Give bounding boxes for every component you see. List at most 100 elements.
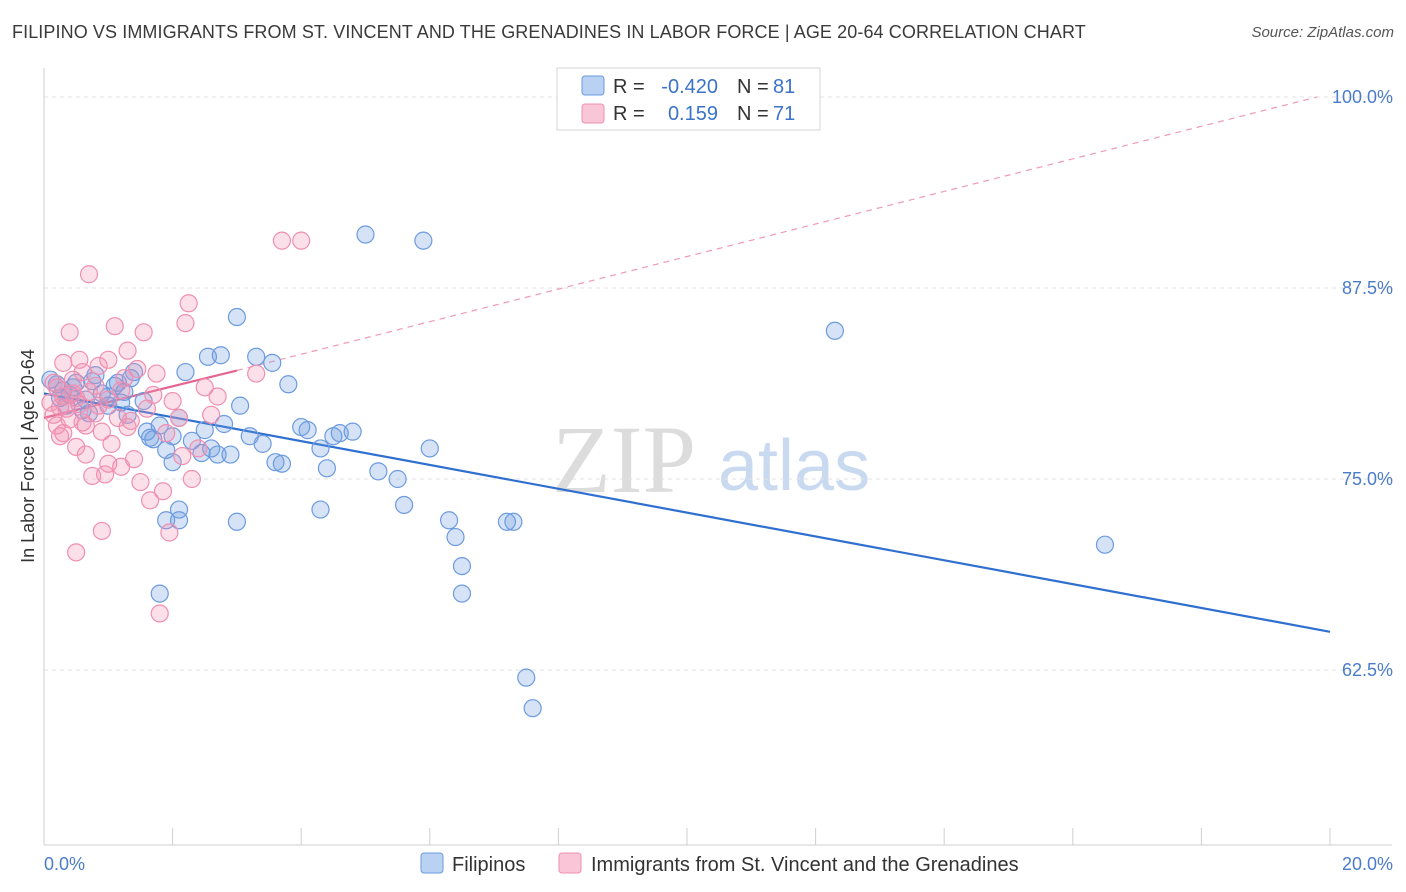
data-point-svg-immigrants [182,469,201,489]
data-point-filipinos [227,307,246,327]
data-point-filipinos [227,512,246,531]
data-point-svg-immigrants [79,265,99,284]
data-point-svg-immigrants [63,370,83,389]
data-point-filipinos [247,347,266,366]
data-point-filipinos [517,668,536,687]
data-point-filipinos [311,500,330,519]
gridlines [44,96,1392,671]
watermark-zip: ZIP [552,406,696,513]
data-point-svg-immigrants [50,427,70,446]
legend-r-label: R = [613,76,645,98]
data-point-svg-immigrants [124,450,144,469]
data-point-filipinos [298,421,317,440]
data-point-svg-immigrants [86,376,105,395]
data-point-svg-immigrants [144,385,163,405]
legend-swatch-filipinos [581,75,605,96]
data-point-filipinos [452,556,472,576]
data-point-svg-immigrants [50,398,70,417]
data-point-filipinos [182,431,201,450]
data-point-svg-immigrants [153,482,173,501]
data-point-svg-immigrants [272,231,292,250]
data-point-filipinos [263,353,282,372]
data-point-filipinos [279,375,298,394]
data-point-filipinos [1095,535,1115,554]
data-point-filipinos [221,445,240,464]
data-point-filipinos [266,453,285,472]
data-point-svg-immigrants [163,391,182,411]
series-legend: Filipinos Immigrants from St. Vincent an… [420,852,1019,876]
source-note: Source: ZipAtlas.com [1251,24,1394,41]
data-point-svg-immigrants [202,405,221,424]
data-point-svg-immigrants [67,437,86,457]
legend-r-value: 0.159 [668,103,718,125]
data-point-svg-immigrants [169,408,189,427]
legend-label-svg-immigrants: Immigrants from St. Vincent and the Gren… [591,854,1019,876]
data-point-svg-immigrants [67,543,86,562]
data-point-filipinos [140,428,160,447]
data-point-svg-immigrants [134,323,153,342]
data-point-filipinos [150,416,169,435]
data-point-filipinos [124,362,144,382]
y-tick-label: 62.5% [1342,660,1393,680]
data-point-svg-immigrants [54,424,73,443]
data-point-svg-immigrants [73,413,92,432]
data-point-svg-immigrants [105,317,124,336]
data-point-svg-immigrants [179,294,198,313]
data-point-svg-immigrants [76,416,95,435]
data-point-filipinos [150,584,169,603]
data-point-filipinos [523,699,542,718]
data-point-filipinos [169,500,189,519]
trend-line-svg-immigrants-extended [236,96,1318,372]
y-tick-label: 100.0% [1332,87,1393,107]
legend-swatch-svg-immigrants [581,103,605,124]
legend-swatch-filipinos [420,852,444,874]
data-point-svg-immigrants [292,231,311,250]
data-point-filipinos [272,454,292,473]
data-point-svg-immigrants [176,314,195,333]
data-point-svg-immigrants [60,323,79,342]
data-point-filipinos [439,511,459,530]
legend-r-value: -0.420 [661,76,718,98]
data-point-filipinos [420,439,439,458]
data-point-svg-immigrants [102,434,121,453]
data-point-filipinos [176,362,195,382]
data-point-filipinos [231,396,250,415]
data-point-svg-immigrants [189,439,208,458]
data-point-filipinos [311,439,330,458]
data-point-svg-immigrants [157,424,176,443]
data-point-filipinos [214,414,234,434]
data-point-svg-immigrants [70,395,89,414]
data-point-filipinos [343,422,362,441]
data-point-svg-immigrants [95,465,115,484]
correlation-legend: R = -0.420 N = 81 R = 0.159 N = 71 [556,67,821,131]
data-point-filipinos [253,434,272,453]
legend-r-label: R = [613,103,645,125]
legend-n-value: 71 [773,103,795,125]
data-point-filipinos [446,527,465,547]
data-point-svg-immigrants [89,356,108,376]
data-point-filipinos [356,225,375,244]
data-point-filipinos [211,346,230,365]
legend-label-filipinos: Filipinos [452,854,525,876]
data-point-svg-immigrants [118,341,137,360]
trend-line-filipinos [43,392,1331,633]
data-point-svg-immigrants [54,353,73,372]
x-tick-label-max: 20.0% [1342,854,1393,874]
legend-n-label: N = [737,103,769,125]
data-point-filipinos [504,512,523,531]
data-point-filipinos [452,584,472,603]
data-point-svg-immigrants [63,384,83,403]
data-point-svg-immigrants [92,422,111,441]
y-axis-label: In Labor Force | Age 20-64 [18,349,38,563]
data-point-svg-immigrants [147,364,166,383]
legend-n-value: 81 [773,76,795,98]
data-point-filipinos [414,231,433,250]
data-point-svg-immigrants [195,378,214,397]
data-point-filipinos [163,453,182,472]
data-point-svg-immigrants [99,350,118,369]
data-point-filipinos [394,495,414,515]
data-points [41,225,1115,718]
data-point-svg-immigrants [118,417,137,437]
data-point-svg-immigrants [99,454,118,473]
data-point-filipinos [825,321,844,340]
